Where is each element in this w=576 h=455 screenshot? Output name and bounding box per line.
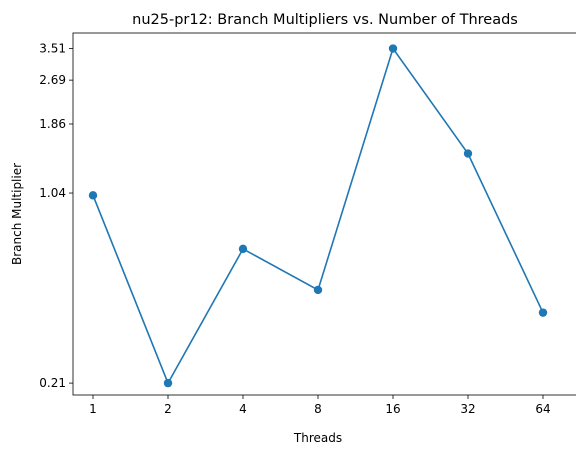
series-line [88, 44, 548, 388]
series-polyline [92, 46, 544, 385]
y-tick-label: 0.21 [39, 376, 66, 390]
y-axis-label: Branch Multiplier [10, 163, 24, 265]
x-tick-label: 64 [535, 402, 550, 416]
y-tick-label: 2.69 [39, 73, 66, 87]
y-tick-label: 3.51 [39, 42, 66, 56]
data-point [88, 191, 98, 200]
y-axis: 0.21 1.04 1.86 2.69 3.51 [39, 42, 73, 390]
x-tick-label: 4 [239, 402, 247, 416]
data-point [463, 149, 473, 158]
x-tick-label: 1 [89, 402, 97, 416]
y-tick-label: 1.86 [39, 117, 66, 131]
data-point [538, 308, 548, 317]
plot-frame [72, 32, 576, 396]
x-tick-label: 32 [460, 402, 475, 416]
x-tick-label: 16 [385, 402, 400, 416]
y-tick-label: 1.04 [39, 186, 66, 200]
x-axis-label: Threads [293, 431, 342, 445]
data-point [313, 285, 323, 295]
data-point [238, 244, 248, 254]
chart-title: nu25-pr12: Branch Multipliers vs. Number… [132, 12, 518, 28]
x-tick-label: 8 [314, 402, 322, 416]
x-tick-label: 2 [164, 402, 172, 416]
data-point [163, 378, 173, 388]
data-point [388, 44, 398, 53]
x-axis: 1 2 4 8 16 32 64 [89, 395, 551, 416]
